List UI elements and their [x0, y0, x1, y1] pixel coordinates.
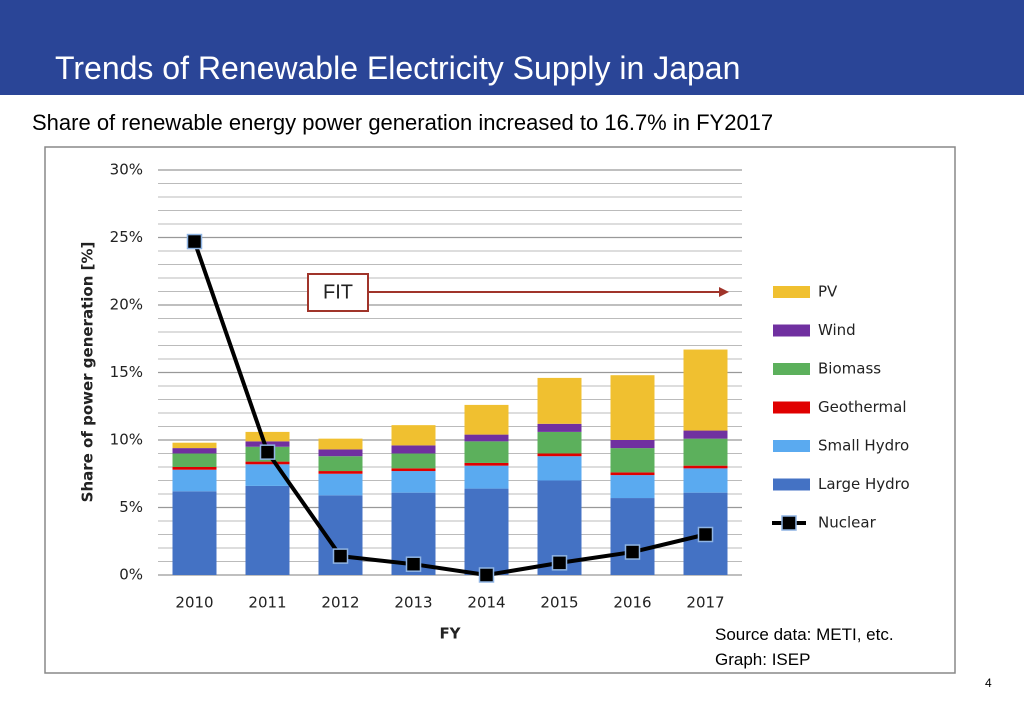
y-tick-label: 10% — [110, 431, 143, 449]
slide-title: Trends of Renewable Electricity Supply i… — [55, 50, 741, 86]
bar-segment — [464, 441, 509, 463]
line-marker — [186, 233, 203, 250]
legend-label: Nuclear — [818, 514, 877, 532]
bar-segment — [537, 423, 582, 432]
bar-segment — [683, 430, 728, 439]
page-number: 4 — [985, 676, 992, 690]
bar-segment — [610, 448, 655, 473]
bar-segment — [318, 438, 363, 450]
chart-frame — [44, 146, 956, 674]
legend-swatch — [773, 440, 810, 452]
line-marker — [478, 567, 495, 583]
legend-swatch — [773, 363, 810, 375]
bar-segment — [537, 431, 582, 454]
bar-segment — [537, 377, 582, 424]
bar-segment — [464, 465, 509, 489]
bar-segment — [537, 456, 582, 481]
bar-segment — [683, 438, 728, 466]
line-marker — [624, 544, 641, 560]
y-tick-label: 15% — [110, 363, 143, 381]
x-tick-label: 2013 — [394, 594, 432, 612]
bar-segment — [245, 485, 290, 575]
bar-segment — [610, 472, 655, 476]
bar-segment — [391, 453, 436, 469]
legend-label: Small Hydro — [818, 437, 909, 455]
bar-segment — [683, 468, 728, 493]
annotation-box — [307, 273, 369, 312]
line-marker — [332, 548, 349, 564]
bar-segment — [610, 440, 655, 449]
x-tick-label: 2014 — [467, 594, 505, 612]
y-axis-label: Share of power generation [%] — [79, 242, 97, 503]
bar-segment — [391, 468, 436, 472]
bar-segment — [318, 456, 363, 472]
slide-subtitle: Share of renewable energy power generati… — [32, 110, 774, 135]
bar-segment — [172, 469, 217, 492]
bar-segment — [610, 475, 655, 499]
bar-segment — [464, 404, 509, 435]
x-tick-label: 2017 — [686, 594, 724, 612]
bar-segment — [391, 425, 436, 446]
x-tick-label: 2012 — [321, 594, 359, 612]
y-tick-label: 5% — [119, 498, 143, 516]
x-axis-label: FY — [439, 625, 461, 643]
bar-segment — [172, 467, 217, 470]
bar-segment — [537, 453, 582, 457]
legend-label: PV — [818, 283, 838, 301]
legend-label: Biomass — [818, 360, 881, 378]
bar-segment — [464, 462, 509, 466]
legend-swatch — [773, 286, 810, 298]
legend-marker — [781, 515, 797, 531]
line-marker — [259, 444, 276, 460]
bar-segment — [172, 453, 217, 467]
bar-segment — [464, 434, 509, 442]
x-tick-label: 2015 — [540, 594, 578, 612]
bar-segment — [172, 442, 217, 449]
legend-label: Geothermal — [818, 398, 907, 416]
legend-label: Wind — [818, 321, 856, 339]
bar-segment — [610, 498, 655, 575]
x-tick-label: 2016 — [613, 594, 651, 612]
annotation: FIT — [323, 281, 353, 303]
legend-swatch — [773, 478, 810, 491]
bar-segment — [245, 441, 290, 447]
x-tick-label: 2011 — [248, 594, 286, 612]
line-marker — [697, 526, 714, 543]
bar-segment — [318, 449, 363, 457]
source-line: Source data: METI, etc. — [715, 625, 894, 644]
bar-segment — [172, 448, 217, 454]
legend-swatch — [773, 324, 810, 337]
bar-segment — [318, 473, 363, 496]
bar-segment — [464, 488, 509, 575]
bar-segment — [245, 431, 290, 442]
bar-segment — [610, 375, 655, 440]
legend-swatch — [773, 401, 810, 414]
bar-segment — [318, 471, 363, 474]
header-band — [0, 0, 1024, 95]
bar-segment — [172, 491, 217, 575]
bar-segment — [245, 461, 290, 465]
y-tick-label: 30% — [110, 161, 143, 179]
x-tick-label: 2010 — [175, 594, 213, 612]
bar-segment — [683, 465, 728, 469]
bar-segment — [683, 349, 728, 431]
line-marker — [551, 555, 568, 571]
legend-label: Large Hydro — [818, 475, 910, 493]
y-tick-label: 25% — [110, 228, 143, 246]
arrow-head — [719, 287, 729, 297]
bar-segment — [391, 471, 436, 493]
line-marker — [405, 556, 422, 572]
bar-segment — [391, 445, 436, 454]
line — [192, 240, 706, 577]
source-note: Source data: METI, etc. Graph: ISEP — [715, 622, 894, 672]
y-tick-label: 0% — [119, 566, 143, 584]
source-line: Graph: ISEP — [715, 650, 811, 669]
y-tick-label: 20% — [110, 296, 143, 314]
